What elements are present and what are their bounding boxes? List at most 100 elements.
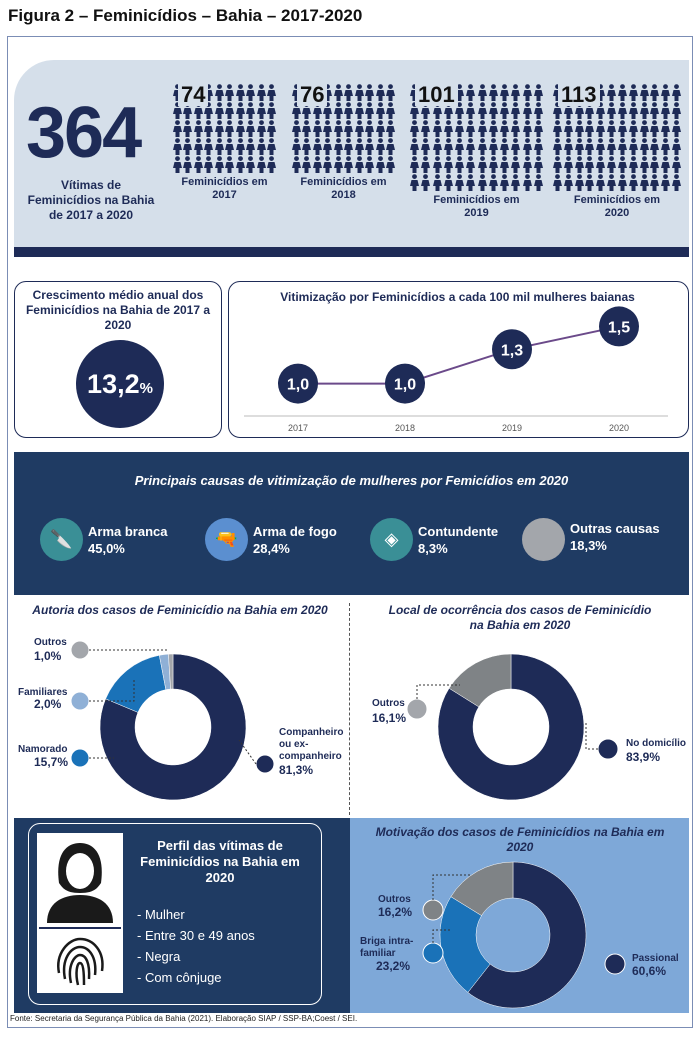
woman-icon (172, 156, 183, 173)
woman-icon (510, 138, 521, 155)
donut-slice (99, 653, 247, 801)
series-line (298, 325, 620, 385)
woman-icon (375, 156, 386, 173)
woman-icon (354, 84, 365, 101)
woman-icon (291, 138, 302, 155)
woman-icon (533, 84, 544, 101)
woman-icon (246, 120, 257, 137)
motivacao-title: Motivação dos casos de Feminicídios na B… (375, 825, 665, 854)
rock-icon: ◈ (370, 518, 413, 561)
woman-icon (574, 156, 585, 173)
woman-icon (671, 120, 682, 137)
woman-icon (499, 102, 510, 119)
woman-icon (628, 138, 639, 155)
woman-icon (214, 138, 225, 155)
woman-icon (660, 84, 671, 101)
growth-circle: 13,2% (76, 340, 164, 428)
woman-icon (443, 174, 454, 191)
woman-icon (204, 156, 215, 173)
x-tick-label: 2018 (395, 423, 415, 433)
data-label: 1,0 (394, 377, 416, 394)
woman-icon (291, 156, 302, 173)
woman-icon (344, 120, 355, 137)
rate-line-chart: 1,0 2017 1,0 2018 1,3 2019 1,5 2020 (244, 306, 668, 433)
woman-icon (595, 174, 606, 191)
woman-icon (454, 120, 465, 137)
chart-label: Companheiro (279, 727, 343, 738)
woman-icon (454, 138, 465, 155)
woman-icon (454, 102, 465, 119)
rate-chart-box (228, 281, 689, 438)
woman-icon (606, 174, 617, 191)
totals-panel-bar (14, 247, 689, 257)
woman-icon (584, 138, 595, 155)
woman-icon (660, 138, 671, 155)
woman-icon (235, 156, 246, 173)
perfil-item: - Com cônjuge (137, 970, 222, 985)
perfil-item: - Entre 30 e 49 anos (137, 928, 255, 943)
woman-icon (499, 84, 510, 101)
year-count: 101 (415, 84, 458, 106)
woman-icon (409, 156, 420, 173)
woman-icon (333, 156, 344, 173)
cause-name: Outras causas (570, 521, 660, 536)
woman-icon (267, 138, 278, 155)
woman-icon (183, 156, 194, 173)
woman-icon (354, 102, 365, 119)
chart-label: 2,0% (34, 697, 62, 711)
woman-icon (552, 156, 563, 173)
woman-icon (312, 156, 323, 173)
woman-icon (499, 138, 510, 155)
woman-icon (510, 174, 521, 191)
woman-icon (386, 156, 397, 173)
woman-icon (465, 174, 476, 191)
year-label: Feminicídios em 2017 (181, 176, 268, 201)
woman-icon (477, 174, 488, 191)
woman-icon (344, 156, 355, 173)
woman-icon (246, 156, 257, 173)
woman-icon (574, 138, 585, 155)
growth-unit: % (139, 379, 153, 397)
woman-icon (563, 174, 574, 191)
x-tick-label: 2017 (288, 423, 308, 433)
autoria-title: Autoria dos casos de Feminicídio na Bahi… (32, 603, 328, 617)
woman-icon (533, 156, 544, 173)
woman-icon (574, 174, 585, 191)
woman-icon (671, 138, 682, 155)
woman-icon (628, 102, 639, 119)
woman-icon (409, 120, 420, 137)
woman-icon (193, 138, 204, 155)
woman-icon (552, 174, 563, 191)
woman-icon (214, 120, 225, 137)
leader-line (238, 739, 257, 765)
page-title: Figura 2 – Feminicídios – Bahia – 2017-2… (8, 6, 363, 25)
woman-icon (660, 156, 671, 173)
woman-icon (522, 156, 533, 173)
woman-icon (256, 138, 267, 155)
woman-icon (204, 138, 215, 155)
woman-icon (246, 84, 257, 101)
chart-label: Namorado (18, 744, 67, 755)
chart-label: 16,1% (372, 711, 406, 725)
woman-icon (617, 174, 628, 191)
woman-icon (649, 138, 660, 155)
woman-icon (256, 84, 267, 101)
woman-icon (595, 138, 606, 155)
woman-icon (522, 174, 533, 191)
perfil-item: - Mulher (137, 907, 185, 922)
woman-icon (671, 84, 682, 101)
woman-icon (488, 156, 499, 173)
outros-icon (70, 640, 90, 660)
leader-line (416, 684, 460, 699)
chart-label: companheiro (279, 751, 342, 762)
woman-icon (386, 120, 397, 137)
woman-icon (465, 84, 476, 101)
woman-icon (302, 138, 313, 155)
woman-icon (214, 84, 225, 101)
woman-icon (333, 120, 344, 137)
woman-icon (454, 156, 465, 173)
woman-icon (183, 138, 194, 155)
woman-icon (267, 156, 278, 173)
